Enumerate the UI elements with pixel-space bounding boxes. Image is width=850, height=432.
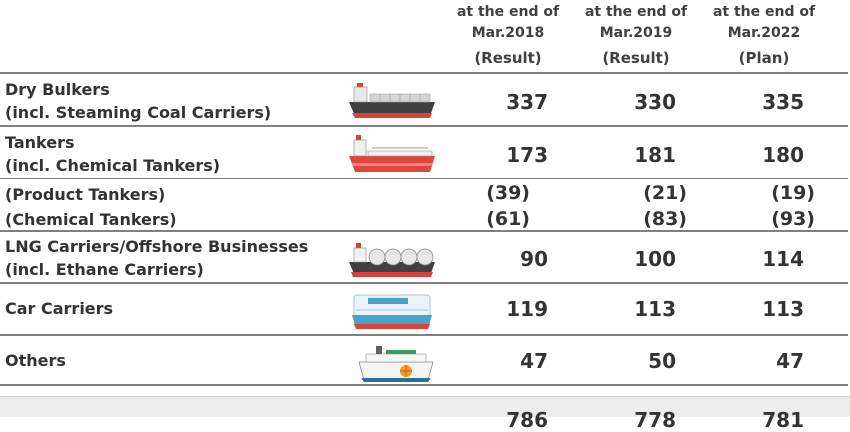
- lng-carrier-icon: [349, 243, 435, 277]
- value-mar2018: 90: [520, 247, 548, 271]
- value-mar2019: 100: [634, 247, 676, 271]
- row-label: Car Carriers: [5, 299, 114, 318]
- row-sublabel: (incl. Ethane Carriers): [5, 260, 204, 279]
- value-mar2019: 181: [634, 143, 676, 167]
- table-row-car-carriers: Car Carriers 119 113 113: [0, 282, 848, 334]
- value-chemical-mar2019: (83): [643, 208, 687, 230]
- value-mar2022: 114: [762, 247, 804, 271]
- row-label: Tankers: [5, 133, 75, 152]
- row-label-product-tankers: (Product Tankers): [5, 185, 166, 204]
- total-row: 786 778 781: [0, 396, 850, 432]
- value-mar2019: 50: [648, 349, 676, 373]
- value-mar2022: 113: [762, 297, 804, 321]
- column-header-date: Mar.2019: [599, 25, 673, 41]
- column-header-status: (Plan): [738, 49, 790, 67]
- total-mar2022: 781: [762, 408, 804, 432]
- column-header-mar2018: at the end of Mar.2018 (Result): [443, 2, 573, 69]
- value-mar2022: 335: [762, 90, 804, 114]
- table-row-lng-carriers: LNG Carriers/Offshore Businesses (incl. …: [0, 230, 848, 282]
- value-mar2018: 173: [506, 143, 548, 167]
- column-header-mar2022: at the end of Mar.2022 (Plan): [699, 2, 829, 69]
- table-row-others: Others 47 50 47: [0, 334, 848, 386]
- column-header-line: at the end of: [584, 4, 688, 20]
- column-header-status: (Result): [602, 49, 670, 67]
- table-row-tankers: Tankers (incl. Chemical Tankers) 173 181…: [0, 125, 848, 178]
- value-mar2019: 113: [634, 297, 676, 321]
- value-mar2019: 330: [634, 90, 676, 114]
- row-label: Dry Bulkers: [5, 80, 110, 99]
- value-product-mar2019: (21): [643, 182, 687, 204]
- column-header-status: (Result): [474, 49, 542, 67]
- value-product-mar2018: (39): [486, 182, 530, 204]
- ferry-icon: [358, 346, 434, 382]
- row-sublabel: (incl. Steaming Coal Carriers): [5, 103, 272, 122]
- column-header-line: at the end of: [712, 4, 816, 20]
- total-mar2018: 786: [506, 408, 548, 432]
- value-mar2022: 180: [762, 143, 804, 167]
- value-mar2022: 47: [776, 349, 804, 373]
- car-carrier-icon: [352, 294, 432, 329]
- row-label: LNG Carriers/Offshore Businesses: [5, 237, 309, 256]
- value-chemical-mar2018: (61): [486, 208, 530, 230]
- column-header-mar2019: at the end of Mar.2019 (Result): [571, 2, 701, 69]
- column-header-line: at the end of: [456, 4, 560, 20]
- value-mar2018: 47: [520, 349, 548, 373]
- value-mar2018: 119: [506, 297, 548, 321]
- row-label: Others: [5, 351, 66, 370]
- column-header-date: Mar.2022: [727, 25, 801, 41]
- value-chemical-mar2022: (93): [771, 208, 815, 230]
- bulk-carrier-icon: [349, 83, 435, 118]
- table-row-dry-bulkers: Dry Bulkers (incl. Steaming Coal Carrier…: [0, 72, 848, 125]
- table-row-tanker-breakdown: (Product Tankers) (Chemical Tankers) (39…: [0, 178, 848, 230]
- row-sublabel: (incl. Chemical Tankers): [5, 156, 221, 175]
- column-header-date: Mar.2018: [471, 25, 545, 41]
- total-mar2019: 778: [634, 408, 676, 432]
- value-product-mar2022: (19): [771, 182, 815, 204]
- tanker-icon: [349, 135, 435, 172]
- row-label-chemical-tankers: (Chemical Tankers): [5, 210, 177, 229]
- fleet-table: Dry Bulkers (incl. Steaming Coal Carrier…: [0, 72, 848, 386]
- value-mar2018: 337: [506, 90, 548, 114]
